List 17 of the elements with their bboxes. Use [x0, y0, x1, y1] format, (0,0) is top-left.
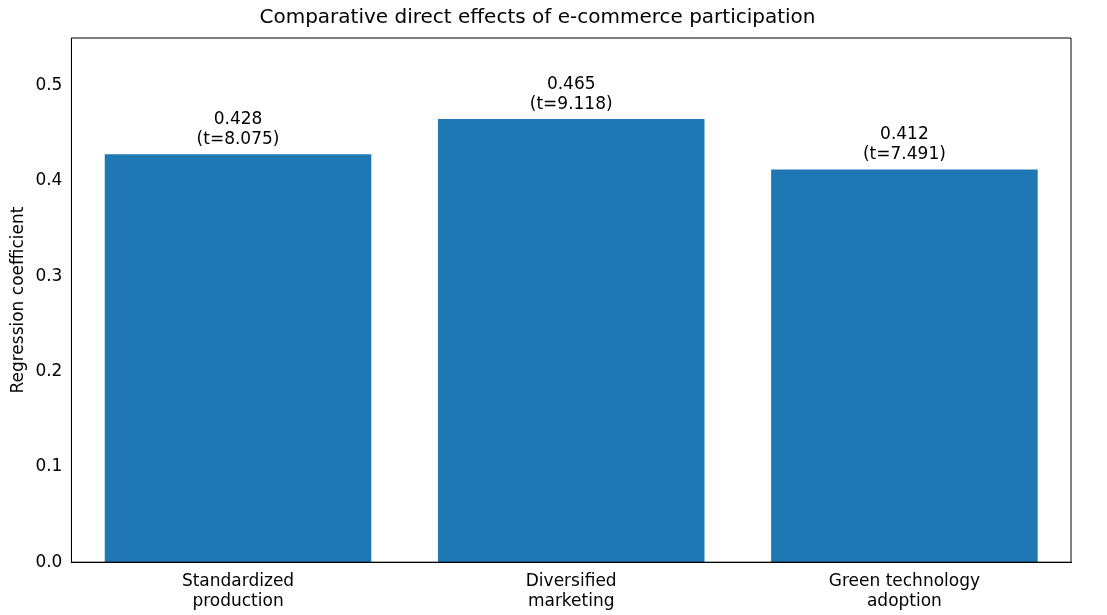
x-tick-label: Diversified marketing — [525, 569, 617, 611]
chart-title: Comparative direct effects of e-commerce participation — [259, 4, 816, 29]
x-tick-label: Standardized production — [181, 569, 295, 611]
y-tick-label: 0.4 — [35, 169, 63, 190]
bar — [771, 169, 1038, 563]
y-axis-title: Regression coefficient — [6, 206, 27, 394]
data-label: 0.428 (t=8.075) — [196, 108, 280, 149]
x-tick-label: Green technology adoption — [828, 569, 981, 611]
bar — [104, 154, 372, 563]
y-tick-label: 0.2 — [35, 360, 63, 380]
data-label: 0.465 (t=9.118) — [529, 72, 613, 113]
y-tick-label: 0.3 — [35, 264, 63, 285]
y-tick-label: 0.0 — [35, 550, 63, 571]
y-tick-label: 0.1 — [35, 455, 63, 476]
bar — [437, 119, 705, 563]
y-tick-label: 0.5 — [35, 74, 63, 95]
data-label: 0.412 (t=7.491) — [862, 123, 946, 164]
